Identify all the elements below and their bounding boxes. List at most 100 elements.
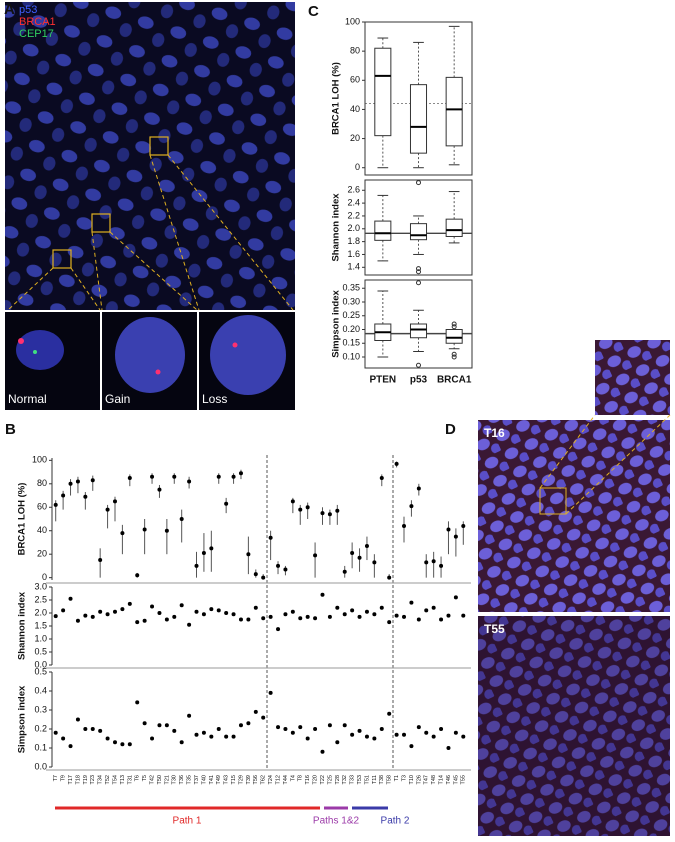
x-tick-label: T38 [379,775,385,784]
point [172,474,177,479]
y-tick-label: 2.0 [34,607,47,617]
plot-frame [364,179,473,276]
y-tick-label: 0.30 [342,296,360,306]
point [253,605,258,610]
y-tick-label: 1.6 [347,249,360,259]
y-tick-label: 0.3 [34,704,47,714]
outlier [416,280,421,286]
point [320,592,325,597]
x-tick-label: T51 [364,775,370,784]
point [187,479,192,484]
signal [155,369,161,375]
x-tick-label: T5 [142,775,148,781]
x-tick-label: T8 [298,775,304,781]
point [253,709,258,714]
point [179,740,184,745]
y-tick-label: 100 [32,455,47,465]
panel-label: A [4,1,15,18]
y-tick-label: 0.5 [34,666,47,676]
x-tick-label: T4 [290,775,296,781]
x-tick-label: T44 [283,775,289,784]
point [231,474,236,479]
outlier [451,324,457,330]
outlier [416,362,421,368]
nucleus [210,315,286,395]
y-tick-label: 2.0 [347,223,360,233]
point [446,527,451,532]
y-tick-label: 40 [350,104,360,114]
point [290,609,295,614]
y-tick-label: 100 [345,16,360,26]
point [387,620,392,625]
path-label: Path 1 [173,816,202,827]
x-tick-label: T18 [75,775,81,784]
x-tick-label: T1 [394,775,400,781]
y-tick-label: 0.20 [342,324,360,334]
point [298,507,303,512]
point [453,534,458,539]
point [290,730,295,735]
y-tick-label: 0.2 [34,723,47,733]
point [379,475,384,480]
point [372,560,377,565]
point [238,617,243,622]
point [409,504,414,509]
y-tick-label: 0 [355,162,360,172]
point [179,603,184,608]
point [238,471,243,476]
point [253,572,258,577]
point [453,595,458,600]
point [90,614,95,619]
box [445,329,463,344]
x-tick-label: T40 [201,775,207,784]
x-tick-label: T31 [127,775,133,784]
x-tick-label: T42 [149,775,155,784]
point [446,613,451,618]
point [120,531,125,536]
point [313,727,318,731]
point [68,596,73,601]
point [290,499,295,504]
point [238,723,243,728]
point [127,601,132,606]
x-tick-label: PTEN [369,375,396,386]
point [157,611,162,615]
x-tick-label: T39 [246,775,252,784]
point [216,608,221,613]
point [53,730,58,735]
y-tick-label: 0 [42,572,47,582]
zoom-lines [7,154,294,311]
point [268,690,273,695]
point [379,727,384,731]
point [327,723,332,728]
y-tick-label: 80 [37,478,47,488]
x-tick-label: T56 [253,775,259,784]
nucleus [115,317,185,393]
point [313,553,318,558]
point [439,563,444,568]
point [335,740,340,745]
point [61,493,66,498]
x-tick-label: BRCA1 [437,375,472,386]
x-tick-label: T45 [453,775,459,784]
box [445,76,463,147]
image-label: T16 [484,426,505,440]
point [342,723,347,728]
point [402,614,407,619]
point [150,604,155,609]
inset-label: Gain [105,392,130,406]
point [320,511,325,516]
point [305,736,310,741]
point [75,618,80,623]
point [98,728,103,733]
point [68,481,73,486]
point [53,614,58,619]
inset-label: Normal [8,392,47,406]
box [445,218,463,237]
outlier [416,180,421,186]
point [261,715,266,720]
legend-entry: BRCA1 [19,16,56,28]
point [135,620,140,625]
point [335,605,340,610]
point [231,734,236,739]
